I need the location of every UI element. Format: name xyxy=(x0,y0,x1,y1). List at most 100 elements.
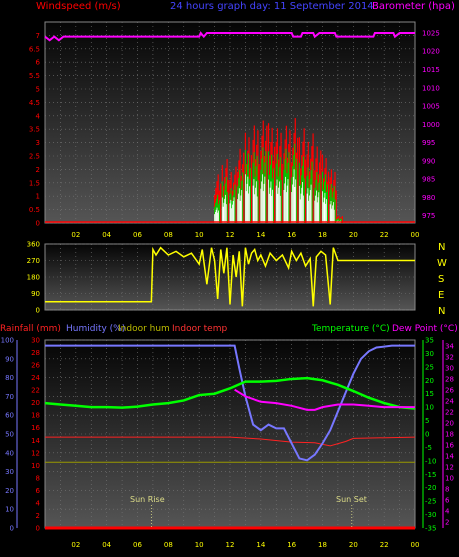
baro-tick-995: 995 xyxy=(422,139,435,147)
header-left: Windspeed (m/s) xyxy=(36,1,121,12)
temp-tick--15: -15 xyxy=(425,471,436,479)
rain-tick-4: 4 xyxy=(36,499,41,507)
chart-marks xyxy=(16,31,444,530)
temp-tick--10: -10 xyxy=(425,457,436,465)
hum-tick-50: 50 xyxy=(5,431,14,439)
indoor-tick-34: 34 xyxy=(445,343,454,351)
hum-tick-100: 100 xyxy=(1,337,14,345)
legend-temperature: Temperature (°C) xyxy=(311,324,390,334)
wind-tick-1: 1 xyxy=(36,193,40,201)
x-axis-labels: 02 02 04 04 06 06 08 08 10 10 12 12 14 14 16 16 18 18 20 20… xyxy=(71,231,419,549)
compass-e: E xyxy=(438,290,444,301)
hour-label-bottom-04: 04 xyxy=(102,541,111,549)
baro-tick-985: 985 xyxy=(422,176,435,184)
indoor-tick-16: 16 xyxy=(445,442,454,450)
compass-w: W xyxy=(437,258,447,269)
baro-tick-990: 990 xyxy=(422,157,435,165)
hour-label-top-22: 22 xyxy=(380,231,389,239)
temp-tick-10: 10 xyxy=(425,404,434,412)
hour-label-bottom-14: 14 xyxy=(256,541,265,549)
hum-tick-30: 30 xyxy=(5,468,14,476)
hum-tick-70: 70 xyxy=(5,393,14,401)
temp-tick-0: 0 xyxy=(425,431,429,439)
hour-label-bottom-00: 00 xyxy=(411,541,420,549)
temp-tick-35: 35 xyxy=(425,337,434,345)
temp-tick-5: 5 xyxy=(425,417,429,425)
rain-tick-30: 30 xyxy=(31,337,40,345)
hour-label-top-02: 02 xyxy=(71,231,80,239)
hour-label-top-08: 08 xyxy=(164,231,173,239)
hour-label-top-10: 10 xyxy=(195,231,204,239)
rain-tick-24: 24 xyxy=(31,374,40,382)
temp-tick--30: -30 xyxy=(425,511,436,519)
baro-tick-980: 980 xyxy=(422,194,435,202)
wind-tick-5.5: 5.5 xyxy=(29,72,40,80)
wind-tick-2: 2 xyxy=(36,166,40,174)
dir-tick-270: 270 xyxy=(27,257,40,265)
indoor-tick-22: 22 xyxy=(445,409,454,417)
rain-tick-14: 14 xyxy=(31,437,40,445)
wind-tick-6: 6 xyxy=(36,59,41,67)
hour-label-top-16: 16 xyxy=(287,231,296,239)
legend-dewpoint: Dew Point (°C) xyxy=(392,324,458,334)
rain-tick-10: 10 xyxy=(31,462,40,470)
wind-tick-0.5: 0.5 xyxy=(29,206,40,214)
rain-tick-0: 0 xyxy=(36,525,40,533)
hour-label-top-06: 06 xyxy=(133,231,142,239)
indoor-tick-6: 6 xyxy=(445,497,450,505)
compass-s: S xyxy=(438,274,444,285)
windavg xyxy=(214,169,341,223)
wind-tick-3.5: 3.5 xyxy=(29,126,40,134)
wind-tick-6.5: 6.5 xyxy=(29,45,40,53)
wind-tick-5: 5 xyxy=(36,86,40,94)
indoor-tick-28: 28 xyxy=(445,376,454,384)
rain-tick-8: 8 xyxy=(36,474,40,482)
hour-label-top-04: 04 xyxy=(102,231,111,239)
hour-label-bottom-16: 16 xyxy=(287,541,296,549)
rain-tick-26: 26 xyxy=(31,362,40,370)
temp-tick--5: -5 xyxy=(425,444,432,452)
hum-tick-40: 40 xyxy=(5,449,14,457)
indoor-tick-26: 26 xyxy=(445,387,454,395)
dir-tick-90: 90 xyxy=(31,290,40,298)
sunset-label: Sun Set xyxy=(336,495,367,504)
temp-tick--20: -20 xyxy=(425,484,436,492)
temp-tick-25: 25 xyxy=(425,363,434,371)
baro-tick-1005: 1005 xyxy=(422,103,440,111)
rain-tick-22: 22 xyxy=(31,387,40,395)
indoor-tick-8: 8 xyxy=(445,486,449,494)
wind-direction-line xyxy=(45,246,415,307)
rain-tick-28: 28 xyxy=(31,349,40,357)
header-right: Barometer (hpa) xyxy=(372,1,455,12)
hour-label-bottom-22: 22 xyxy=(380,541,389,549)
hour-label-bottom-18: 18 xyxy=(318,541,327,549)
indoor-tick-14: 14 xyxy=(445,453,454,461)
wind-tick-2.5: 2.5 xyxy=(29,153,40,161)
indoor-temp-line xyxy=(45,436,416,447)
legend-rainfall: Rainfall (mm) xyxy=(0,324,61,334)
wind-tick-4: 4 xyxy=(36,112,41,120)
baro-tick-1025: 1025 xyxy=(422,29,440,37)
hour-label-bottom-06: 06 xyxy=(133,541,142,549)
hour-label-bottom-08: 08 xyxy=(164,541,173,549)
hour-label-bottom-20: 20 xyxy=(349,541,358,549)
indoor-tick-20: 20 xyxy=(445,420,454,428)
rain-tick-12: 12 xyxy=(31,449,40,457)
temp-tick--25: -25 xyxy=(425,498,436,506)
hum-tick-90: 90 xyxy=(5,355,14,363)
legend-humidity: Humidity (%) xyxy=(66,324,125,334)
barometer-line xyxy=(44,31,415,42)
indoor-tick-24: 24 xyxy=(445,398,454,406)
header-center: 24 hours graph day: 11 September 2014 xyxy=(170,1,374,12)
temp-tick-20: 20 xyxy=(425,377,434,385)
indoor-tick-2: 2 xyxy=(445,519,449,527)
hum-tick-0: 0 xyxy=(10,525,14,533)
temp-tick--35: -35 xyxy=(425,525,436,533)
hour-label-bottom-10: 10 xyxy=(195,541,204,549)
rain-tick-16: 16 xyxy=(31,424,40,432)
dir-tick-360: 360 xyxy=(27,241,40,249)
wind-tick-1.5: 1.5 xyxy=(29,179,40,187)
rain-tick-18: 18 xyxy=(31,412,40,420)
